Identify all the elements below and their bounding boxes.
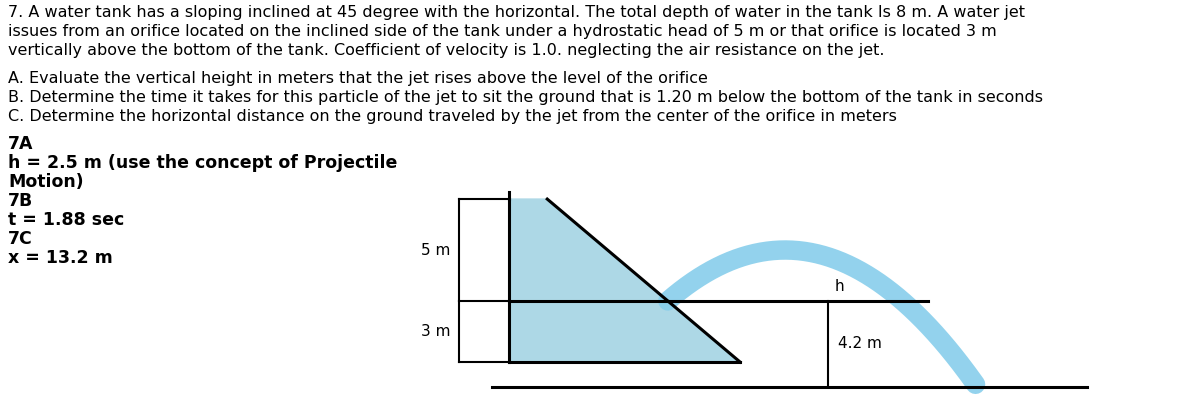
Text: C. Determine the horizontal distance on the ground traveled by the jet from the : C. Determine the horizontal distance on … (8, 109, 896, 124)
Text: 7A: 7A (8, 135, 34, 153)
Text: issues from an orifice located on the inclined side of the tank under a hydrosta: issues from an orifice located on the in… (8, 24, 997, 39)
Text: x = 13.2 m: x = 13.2 m (8, 249, 113, 267)
Text: 7B: 7B (8, 192, 34, 210)
Text: h: h (835, 279, 845, 294)
Text: 7. A water tank has a sloping inclined at 45 degree with the horizontal. The tot: 7. A water tank has a sloping inclined a… (8, 5, 1025, 20)
Text: 4.2 m: 4.2 m (839, 336, 882, 351)
Text: 5 m: 5 m (421, 242, 451, 258)
Text: A. Evaluate the vertical height in meters that the jet rises above the level of : A. Evaluate the vertical height in meter… (8, 71, 708, 86)
Text: t = 1.88 sec: t = 1.88 sec (8, 211, 125, 229)
Text: Motion): Motion) (8, 173, 84, 191)
Polygon shape (509, 199, 740, 362)
Text: B. Determine the time it takes for this particle of the jet to sit the ground th: B. Determine the time it takes for this … (8, 90, 1043, 105)
Text: 3 m: 3 m (421, 324, 451, 339)
Text: 7C: 7C (8, 230, 32, 248)
Text: h = 2.5 m (use the concept of Projectile: h = 2.5 m (use the concept of Projectile (8, 154, 397, 172)
Text: vertically above the bottom of the tank. Coefficient of velocity is 1.0. neglect: vertically above the bottom of the tank.… (8, 43, 884, 58)
